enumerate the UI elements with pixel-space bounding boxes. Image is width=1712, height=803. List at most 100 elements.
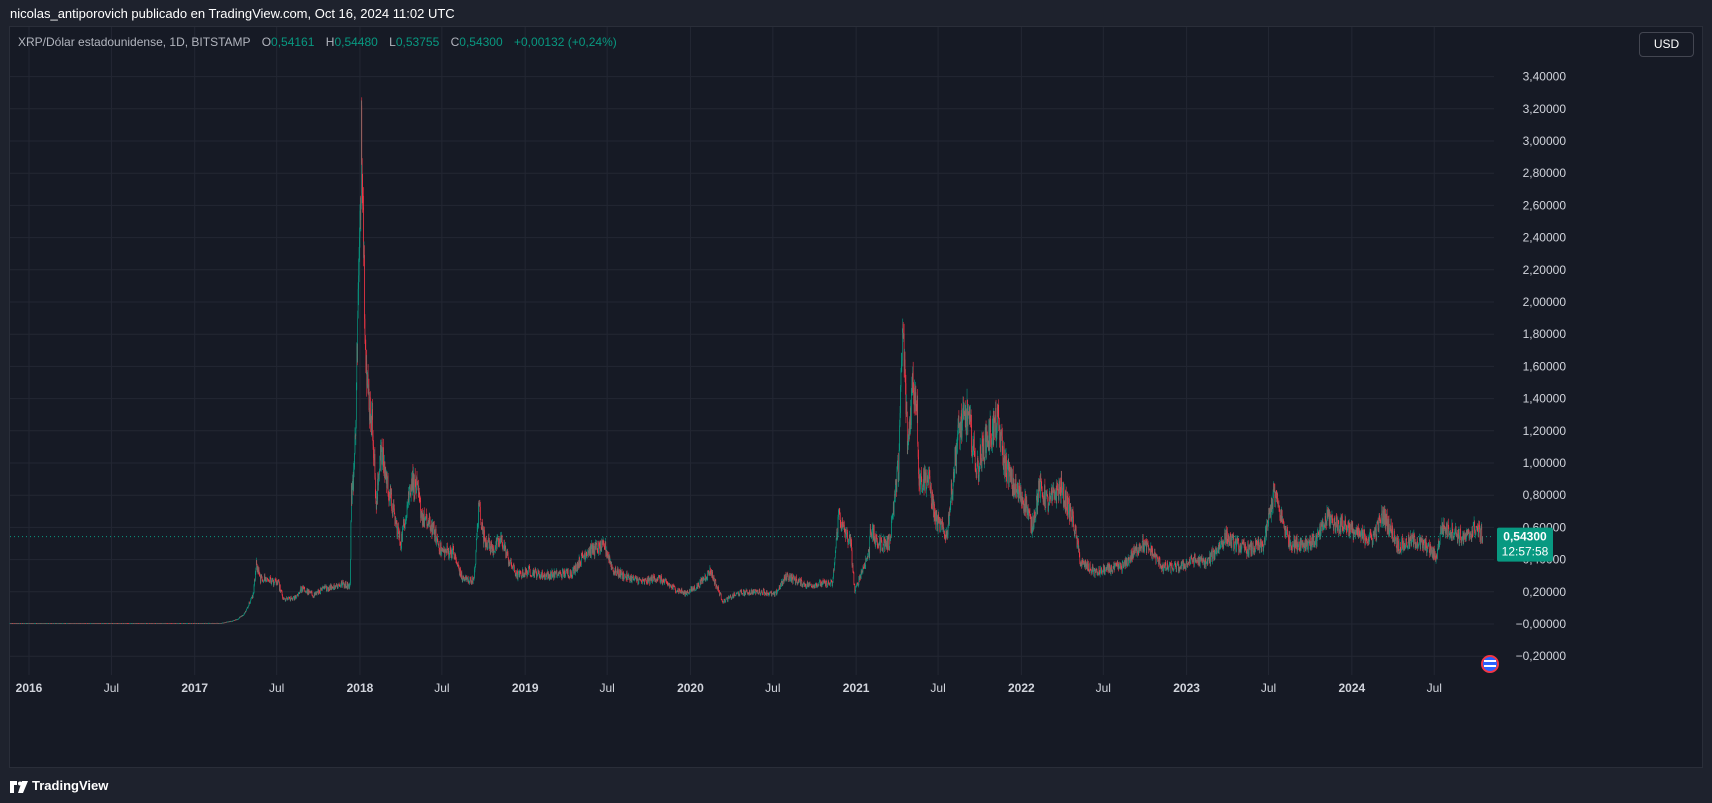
candle-body [1001, 435, 1002, 452]
candle-body [888, 538, 889, 549]
candle-body [480, 507, 481, 519]
candle-body [460, 568, 461, 575]
candle-body [356, 389, 357, 420]
candle-body [1105, 571, 1106, 574]
candle-body [369, 389, 370, 410]
candle-body [365, 319, 366, 335]
candle-body [622, 571, 623, 573]
candle-body [907, 402, 908, 412]
candle-body [528, 567, 529, 574]
candle-body [655, 578, 656, 580]
candle-body [761, 591, 762, 594]
candle-body [714, 576, 715, 580]
candle-body [327, 591, 328, 592]
candle-body [309, 590, 310, 591]
candle-body [1047, 495, 1048, 497]
candle-body [759, 589, 760, 593]
candle-body [1088, 564, 1089, 569]
candle-body [375, 496, 376, 502]
candle-body [739, 591, 740, 595]
candle-body [526, 569, 527, 573]
candle-body [402, 529, 403, 542]
candle-body [618, 568, 619, 574]
candle-body [647, 583, 648, 584]
candle-body [902, 332, 903, 361]
candle-body [789, 578, 790, 579]
candle-body [312, 595, 313, 596]
candle-body [530, 571, 531, 575]
candle-body [797, 580, 798, 581]
candle-body [698, 583, 699, 586]
candle-body [894, 502, 895, 513]
candle-body [514, 566, 515, 571]
candle-body [1076, 528, 1077, 538]
candle-body [351, 522, 352, 560]
candle-body [832, 583, 833, 586]
candle-body [1079, 554, 1080, 562]
candle-body [364, 255, 365, 319]
candle-body [1090, 564, 1091, 569]
candle-body [456, 560, 457, 561]
candle-body [388, 476, 389, 495]
candle-body [476, 540, 477, 552]
candle-body [847, 532, 848, 538]
candle-body [917, 400, 918, 445]
candle-body [921, 479, 922, 489]
candle-body [756, 591, 757, 592]
candle-body [899, 450, 900, 474]
candle-body [399, 531, 400, 543]
candlestick-series [10, 97, 1483, 624]
candle-body [788, 576, 789, 580]
candle-body [470, 577, 471, 580]
candle-body [444, 549, 445, 550]
candle-body [615, 567, 616, 575]
candle-body [250, 601, 251, 604]
candle-body [398, 527, 399, 533]
candle-body [848, 543, 849, 545]
candle-body [854, 572, 855, 584]
candle-body [476, 552, 477, 564]
candle-body [712, 572, 713, 578]
candle-body [373, 446, 374, 458]
candle-body [734, 593, 735, 595]
candle-body [828, 581, 829, 583]
candle-body [899, 425, 900, 450]
candle-body [1012, 469, 1013, 486]
candle-body [891, 521, 892, 536]
candle-body [472, 577, 473, 582]
candle-body [678, 589, 679, 591]
candle-body [301, 587, 302, 592]
candle-body [793, 577, 794, 583]
candle-body [1045, 485, 1046, 506]
candle-body [508, 553, 509, 558]
candle-body [409, 489, 410, 501]
candle-body [434, 523, 435, 530]
candle-body [354, 453, 355, 467]
candle-body [430, 520, 431, 527]
candle-body [405, 524, 406, 528]
candle-body [869, 537, 870, 557]
candle-body [911, 395, 912, 425]
candle-body [495, 545, 496, 549]
candle-body [379, 472, 380, 475]
candle-body [246, 609, 247, 611]
candle-body [897, 471, 898, 492]
candle-body [576, 565, 577, 571]
candle-body [931, 487, 932, 505]
candle-body [510, 561, 511, 562]
candle-body [312, 592, 313, 595]
candle-body [621, 575, 622, 577]
grid-lines [10, 27, 1494, 675]
candle-body [971, 425, 972, 452]
candle-body [246, 611, 247, 612]
candle-body [488, 542, 489, 548]
candle-body [319, 592, 320, 593]
candle-body [1070, 506, 1071, 517]
candle-body [387, 478, 388, 488]
candle-body [745, 592, 746, 594]
candle-body [721, 594, 722, 599]
candle-body [424, 520, 425, 527]
candle-body [624, 575, 625, 579]
candle-body [562, 571, 563, 579]
